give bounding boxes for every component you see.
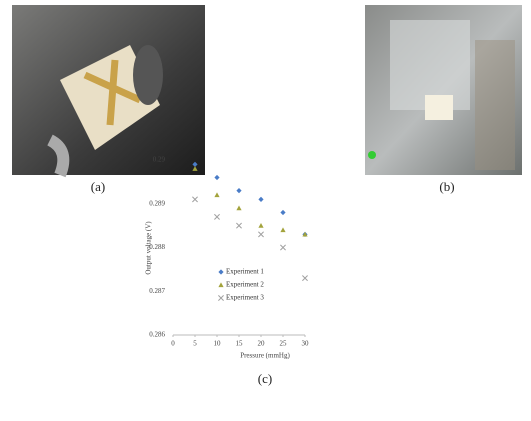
point <box>258 197 263 202</box>
point <box>214 192 219 197</box>
point <box>280 210 285 215</box>
legend-label: Experiment 3 <box>226 294 264 302</box>
caption: (a) <box>91 179 105 194</box>
point <box>236 223 241 228</box>
y-tick-label: 0.289 <box>149 199 165 207</box>
y-tick-label: 0.287 <box>149 287 165 295</box>
legend-marker <box>218 295 223 300</box>
point <box>258 223 263 228</box>
legend-label: Experiment 2 <box>226 281 264 289</box>
y-tick-label: 0.286 <box>149 331 165 339</box>
x-tick-label: 10 <box>214 340 222 348</box>
legend-marker <box>218 282 223 287</box>
x-tick-label: 15 <box>236 340 244 348</box>
point <box>280 245 285 250</box>
x-tick-label: 25 <box>280 340 288 348</box>
x-axis-label: Pressure (mmHg) <box>240 352 290 360</box>
caption: (c) <box>258 371 272 386</box>
point <box>280 227 285 232</box>
photo-a <box>12 5 205 175</box>
y-tick-label: 0.288 <box>149 243 165 251</box>
x-tick-label: 20 <box>258 340 266 348</box>
photo-b <box>365 5 522 175</box>
point <box>236 206 241 211</box>
legend-marker <box>218 269 223 274</box>
point <box>258 232 263 237</box>
point <box>192 197 197 202</box>
caption: (b) <box>439 179 454 194</box>
y-tick-label: 0.29 <box>153 156 166 164</box>
legend-label: Experiment 1 <box>226 268 264 276</box>
x-tick-label: 30 <box>302 340 310 348</box>
x-tick-label: 5 <box>193 340 197 348</box>
point <box>214 175 219 180</box>
figure: (a) (b) Pressure (mmHg) Output voltage (… <box>0 0 531 421</box>
point <box>236 188 241 193</box>
x-tick-label: 0 <box>171 340 175 348</box>
point <box>302 276 307 281</box>
point <box>214 214 219 219</box>
